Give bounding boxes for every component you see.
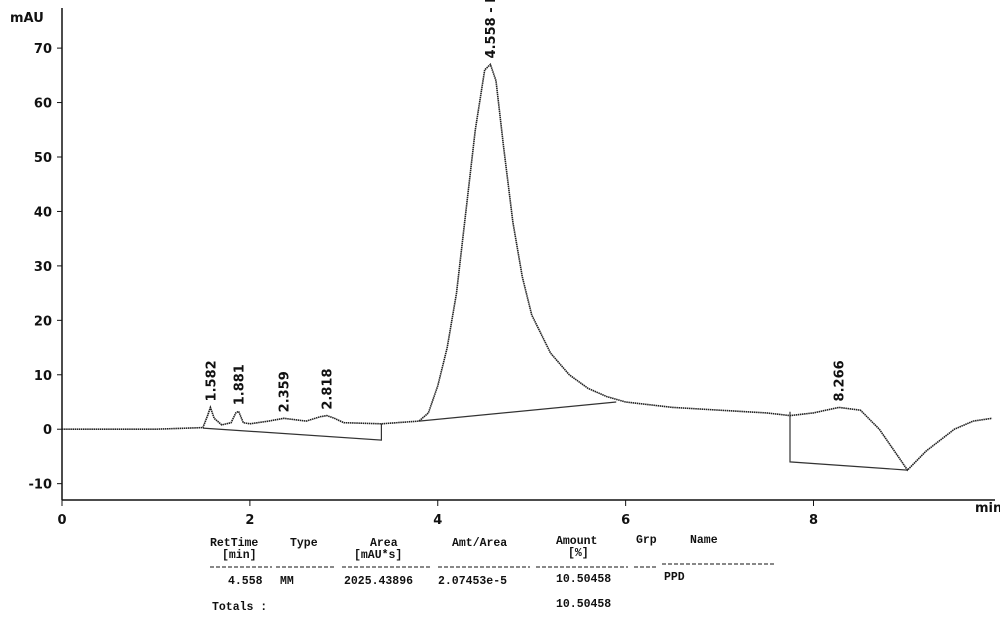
plot: -10 0 10 20 30 40 50 60 70 0 2 4 6 8 1.582 1.881 2.359 2.… bbox=[29, 0, 993, 528]
y-tick-label: 0 bbox=[43, 423, 52, 438]
results-table: RetTime [min] Type Area [mAU*s] Amt/Area… bbox=[210, 534, 776, 614]
y-tick-label: 10 bbox=[34, 369, 52, 384]
cell: MM bbox=[280, 575, 294, 588]
col-header: Grp bbox=[636, 534, 657, 547]
baseline bbox=[789, 411, 908, 471]
peak-label: 4.558 - PPD bbox=[484, 0, 499, 58]
col-header: Name bbox=[690, 534, 718, 547]
baseline bbox=[202, 423, 382, 441]
col-header: Amt/Area bbox=[452, 537, 507, 550]
peak-label: 8.266 bbox=[833, 360, 848, 401]
peak-label: 2.818 bbox=[321, 368, 336, 409]
cell: PPD bbox=[664, 571, 685, 584]
peak-label: 1.582 bbox=[205, 360, 220, 401]
trace bbox=[62, 62, 993, 472]
col-header: Type bbox=[290, 537, 318, 550]
y-tick-label: 60 bbox=[34, 97, 52, 112]
table-rule bbox=[210, 563, 776, 568]
cell: 4.558 bbox=[228, 575, 263, 588]
y-axis-label: mAU bbox=[10, 11, 44, 26]
col-header: RetTime bbox=[210, 537, 258, 550]
x-axis-label: min bbox=[975, 501, 1000, 516]
y-tick-label: 70 bbox=[34, 42, 52, 57]
y-tick-label: 40 bbox=[34, 205, 52, 220]
x-tick-label: 4 bbox=[433, 513, 442, 528]
peak-label: 1.881 bbox=[233, 364, 248, 405]
y-tick-label: 50 bbox=[34, 151, 52, 166]
baseline bbox=[418, 401, 617, 422]
col-unit: [mAU*s] bbox=[354, 549, 402, 562]
x-tick-label: 0 bbox=[57, 513, 66, 528]
col-unit: [%] bbox=[568, 547, 589, 560]
y-tick-label: 30 bbox=[34, 260, 52, 275]
y-tick-label: 20 bbox=[34, 314, 52, 329]
x-tick-label: 6 bbox=[621, 513, 630, 528]
totals-amount: 10.50458 bbox=[556, 598, 611, 611]
totals-label: Totals : bbox=[212, 601, 267, 614]
y-tick-label: -10 bbox=[29, 478, 53, 493]
col-header: Area bbox=[370, 537, 398, 550]
col-header: Amount bbox=[556, 535, 597, 548]
cell: 2025.43896 bbox=[344, 575, 413, 588]
col-unit: [min] bbox=[222, 549, 257, 562]
x-tick-label: 2 bbox=[245, 513, 254, 528]
peak-label: 2.359 bbox=[278, 371, 293, 412]
cell: 10.50458 bbox=[556, 573, 611, 586]
cell: 2.07453e-5 bbox=[438, 575, 507, 588]
x-tick-label: 8 bbox=[809, 513, 818, 528]
